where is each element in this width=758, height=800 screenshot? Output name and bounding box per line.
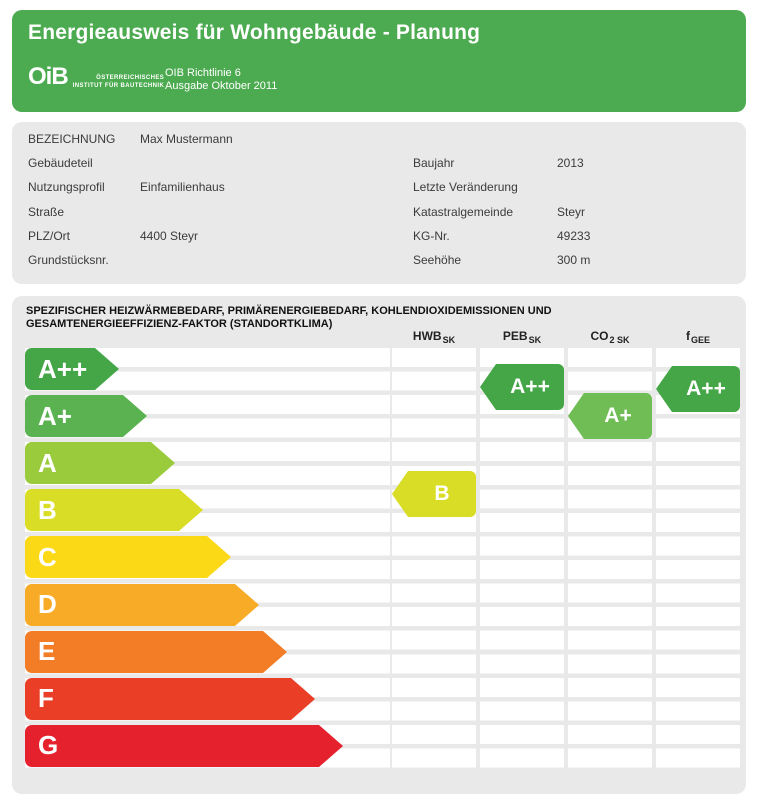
energy-class-arrow-A+: A+	[25, 395, 147, 438]
info-value: 2013	[557, 156, 584, 171]
info-label: Seehöhe	[413, 253, 462, 268]
energy-class-label: C	[38, 541, 57, 572]
arrow-tip	[151, 442, 175, 485]
info-row: BEZEICHNUNG Max Mustermann	[12, 127, 746, 151]
column-header-main: f	[685, 329, 690, 343]
certificate-header: Energieausweis für Wohngebäude - Planung…	[12, 10, 746, 112]
energy-class-arrow-E: E	[25, 630, 287, 673]
energy-class-label: F	[38, 683, 54, 714]
rating-badge-PEB_SK: A++	[480, 364, 564, 410]
info-label: PLZ/Ort	[28, 228, 71, 243]
badge-tip	[480, 364, 496, 410]
energy-class-arrow-G: G	[25, 724, 343, 767]
column-header-subscript: GEE	[690, 335, 710, 346]
energy-class-label: B	[38, 494, 57, 525]
energy-class-label: G	[38, 730, 59, 761]
info-label: Katastralgemeinde	[413, 204, 514, 219]
info-label: Gebäudeteil	[28, 156, 93, 171]
column-header-main: CO	[590, 329, 609, 343]
oib-logo-line2: INSTITUT FÜR BAUTECHNIK	[72, 83, 165, 89]
arrow-tip	[235, 583, 259, 626]
grid-column-PEB_SK	[480, 348, 564, 772]
energy-class-arrow-B: B	[25, 489, 203, 532]
column-header-subscript: 2 SK	[609, 335, 630, 346]
energy-class-arrow-D: D	[25, 583, 259, 626]
info-row: Gebäudeteil Baujahr 2013	[12, 151, 746, 175]
richtlinie-line2: Ausgabe Oktober 2011	[165, 80, 278, 92]
chart-title: SPEZIFISCHER HEIZWÄRMEBEDARF, PRIMÄRENER…	[26, 305, 552, 331]
badge-tip	[392, 471, 408, 517]
page-title: Energieausweis für Wohngebäude - Planung	[28, 21, 481, 44]
rating-badge-HWB_SK: B	[392, 471, 476, 517]
building-info-panel: BEZEICHNUNG Max Mustermann Gebäudeteil B…	[12, 122, 746, 284]
oib-logo-acronym: OiB	[28, 63, 69, 90]
info-row: Nutzungsprofil Einfamilienhaus Letzte Ve…	[12, 175, 746, 199]
column-header-subscript: SK	[442, 335, 456, 346]
energy-rating-panel: SPEZIFISCHER HEIZWÄRMEBEDARF, PRIMÄRENER…	[12, 296, 746, 794]
info-label: BEZEICHNUNG	[28, 132, 116, 147]
info-value: 300 m	[557, 253, 591, 268]
arrow-tip	[95, 348, 119, 390]
info-value: 4400 Steyr	[140, 228, 199, 243]
arrow-tip	[291, 677, 315, 720]
column-header-PEB_SK: PEBSK	[480, 329, 564, 345]
info-row: PLZ/Ort 4400 Steyr KG-Nr. 49233	[12, 224, 746, 248]
chart-title-line2: GESAMTENERGIEEFFIZIENZ-FAKTOR (STANDORTK…	[26, 318, 333, 330]
richtlinie-line1: OIB Richtlinie 6	[165, 67, 241, 79]
info-value: Max Mustermann	[140, 132, 233, 147]
richtlinie-reference: OIB Richtlinie 6 Ausgabe Oktober 2011	[165, 67, 277, 93]
energy-class-label: E	[38, 636, 56, 667]
badge-tip	[568, 393, 584, 439]
arrow-tip	[207, 536, 231, 579]
energy-class-label: D	[38, 589, 57, 620]
grid-column-f_GEE	[656, 348, 740, 772]
info-value: 49233	[557, 228, 591, 243]
arrow-tip	[263, 630, 287, 673]
rating-badge-label: A++	[510, 375, 550, 398]
rating-badge-CO2_SK: A+	[568, 393, 652, 439]
energy-class-arrow-C: C	[25, 536, 231, 579]
info-value: Einfamilienhaus	[140, 180, 225, 195]
column-header-main: HWB	[412, 329, 442, 343]
energy-class-label: A++	[38, 353, 88, 384]
info-label: Nutzungsprofil	[28, 180, 105, 195]
rating-badge-label: B	[434, 482, 450, 505]
column-header-main: PEB	[502, 329, 528, 343]
column-header-f_GEE: fGEE	[656, 329, 740, 345]
info-label: Letzte Veränderung	[413, 180, 518, 195]
info-label: KG-Nr.	[413, 228, 450, 243]
info-label: Straße	[28, 204, 65, 219]
grid-column-HWB_SK	[392, 348, 476, 772]
oib-logo: OiB ÖSTERREICHISCHES INSTITUT FÜR BAUTEC…	[28, 63, 165, 90]
column-header-HWB_SK: HWBSK	[392, 329, 476, 345]
energy-class-arrow-A: A	[25, 442, 175, 485]
rating-badge-f_GEE: A++	[656, 366, 740, 412]
info-label: Grundstücksnr.	[28, 253, 109, 268]
rating-grid: A++ A+ A B C D E F G B A++ A+ A++	[12, 348, 746, 772]
energy-class-label: A+	[38, 400, 72, 431]
arrow-tip	[123, 395, 147, 438]
info-label: Baujahr	[413, 156, 455, 171]
energy-class-label: A	[38, 447, 57, 478]
badge-tip	[656, 366, 672, 412]
column-header-CO2_SK: CO2 SK	[568, 329, 652, 345]
oib-logo-line1: ÖSTERREICHISCHES	[96, 75, 165, 81]
arrow-tip	[179, 489, 203, 532]
info-row: Grundstücksnr. Seehöhe 300 m	[12, 248, 746, 272]
info-row: Straße Katastralgemeinde Steyr	[12, 200, 746, 224]
rating-badge-label: A+	[604, 404, 632, 427]
info-value: Steyr	[557, 204, 586, 219]
column-header-subscript: SK	[528, 335, 542, 346]
energy-class-arrow-A++: A++	[25, 348, 119, 390]
energy-class-arrow-F: F	[25, 677, 315, 720]
chart-title-line1: SPEZIFISCHER HEIZWÄRMEBEDARF, PRIMÄRENER…	[26, 305, 552, 317]
oib-logo-subtext: ÖSTERREICHISCHES INSTITUT FÜR BAUTECHNIK	[73, 74, 165, 90]
arrow-tip	[319, 724, 343, 767]
rating-badge-label: A++	[686, 377, 726, 400]
